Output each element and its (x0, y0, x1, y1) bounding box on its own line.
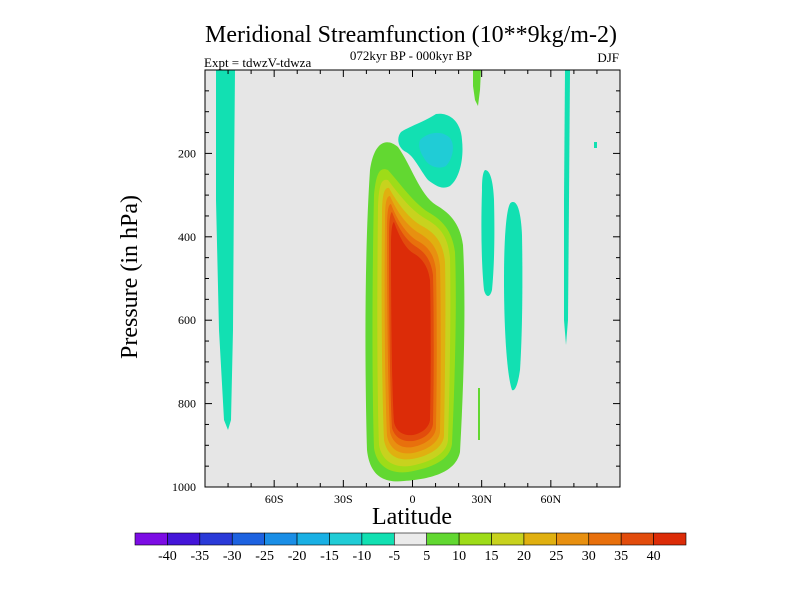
nh-positive-sliver-top (473, 70, 481, 106)
x-axis-ticks: 60S 30S 0 30N 60N (227, 70, 598, 506)
colorbar-label: 10 (452, 549, 466, 564)
colorbar-label: -10 (353, 549, 372, 564)
colorbar-label: -25 (255, 549, 274, 564)
colorbar-swatch (653, 532, 687, 546)
colorbar-swatch (556, 532, 590, 546)
colorbar-label: -35 (190, 549, 209, 564)
y-tick-label: 400 (178, 230, 196, 244)
upper-negative-core (419, 132, 453, 168)
nh-negative-band-45N (504, 202, 523, 391)
x-tick-label: 30S (334, 492, 353, 506)
y-tick-label: 800 (178, 397, 196, 411)
cell-contour-40 (391, 222, 431, 436)
experiment-label: Expt = tdwzV-tdwza (204, 55, 311, 70)
colorbar-label: 40 (647, 549, 661, 564)
colorbar-label: 20 (517, 549, 531, 564)
season-label: DJF (597, 50, 619, 65)
colorbar-label: 15 (485, 549, 499, 564)
nh-negative-dot (594, 142, 597, 148)
colorbar-label: 5 (423, 549, 430, 564)
colorbar-swatch (296, 532, 330, 546)
colorbar-swatch (329, 532, 363, 546)
colorbar-swatch (426, 532, 460, 546)
colorbar-swatch (393, 532, 428, 546)
colorbar: -40 -35 -30 -25 -20 -15 -10 -5 5 10 15 20 25 30 35 40 (134, 532, 687, 564)
y-axis-ticks: 200 400 600 800 1000 (172, 69, 620, 494)
sh-negative-band (216, 70, 235, 430)
colorbar-label: -40 (158, 549, 177, 564)
colorbar-swatch (458, 532, 492, 546)
x-tick-label: 60S (265, 492, 284, 506)
y-axis-label: Pressure (in hPa) (117, 195, 143, 359)
x-tick-label: 0 (410, 492, 416, 506)
nh-negative-band-32N (481, 170, 495, 296)
y-tick-label: 200 (178, 146, 196, 160)
colorbar-swatch (523, 532, 557, 546)
colorbar-label: -20 (288, 549, 307, 564)
y-tick-label: 600 (178, 313, 196, 327)
colorbar-label: -15 (320, 549, 339, 564)
colorbar-swatch (620, 532, 654, 546)
nh-negative-band-67N (564, 70, 570, 345)
chart-title: Meridional Streamfunction (10**9kg/m-2) (205, 22, 617, 48)
colorbar-swatch (167, 532, 201, 546)
x-axis-label: Latitude (372, 504, 452, 530)
colorbar-swatch (361, 532, 395, 546)
colorbar-label: 30 (582, 549, 596, 564)
colorbar-swatch (491, 532, 525, 546)
colorbar-swatch (231, 532, 265, 546)
colorbar-label: -5 (388, 549, 400, 564)
colorbar-swatch (199, 532, 233, 546)
chart-subtitle: 072kyr BP - 000kyr BP (350, 48, 472, 63)
x-tick-label: 60N (540, 492, 561, 506)
colorbar-label: 35 (614, 549, 628, 564)
y-tick-label: 1000 (172, 480, 196, 494)
nh-positive-sliver-lower (478, 388, 480, 440)
colorbar-label: -30 (223, 549, 242, 564)
colorbar-swatch (588, 532, 622, 546)
colorbar-swatch (134, 532, 168, 546)
colorbar-label: 25 (549, 549, 563, 564)
plot-area (216, 70, 597, 482)
colorbar-swatch (264, 532, 298, 546)
x-tick-label: 30N (471, 492, 492, 506)
